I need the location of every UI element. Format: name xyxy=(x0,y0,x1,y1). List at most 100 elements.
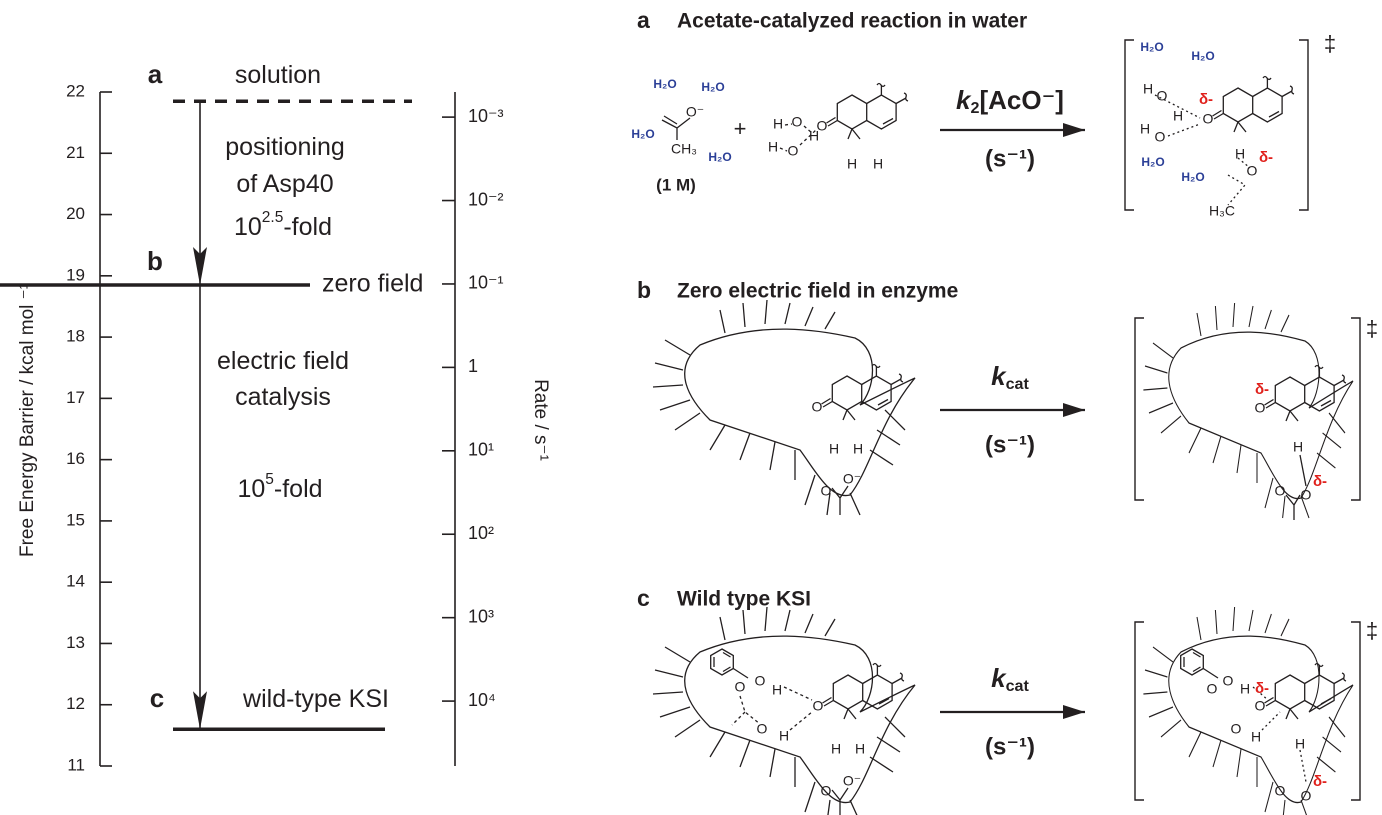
atom-label: O xyxy=(1255,400,1266,416)
y-tick-label: 11 xyxy=(67,755,85,774)
panel-letter: c xyxy=(637,585,650,611)
atom-label: H xyxy=(847,156,857,172)
text-part: cat xyxy=(1006,677,1030,695)
phenol xyxy=(1181,649,1218,678)
atom-label: O xyxy=(1301,487,1312,503)
atom-label: H xyxy=(1173,108,1183,124)
atom-label: H xyxy=(1235,146,1245,162)
atom-label: O xyxy=(788,143,799,159)
molecule xyxy=(1265,664,1347,720)
phenol xyxy=(711,649,748,678)
y-tick-label: 18 xyxy=(66,327,85,346)
acetate xyxy=(832,788,848,815)
atom-label: O xyxy=(1203,111,1214,127)
transition-state-mark: ‡ xyxy=(1366,316,1378,341)
rate-units: (s⁻¹) xyxy=(985,431,1035,458)
y-tick-label: 22 xyxy=(66,81,85,100)
enzyme-pocket xyxy=(653,607,915,815)
y-tick-label: 16 xyxy=(66,449,85,468)
text-part: of Asp40 xyxy=(236,170,333,198)
atom-label: O xyxy=(1275,783,1286,799)
text-part: -fold xyxy=(274,475,323,503)
atom-label: H xyxy=(768,139,778,155)
atom-label: O xyxy=(1301,788,1312,804)
atom-label: H xyxy=(831,741,841,757)
atom-label: O xyxy=(755,673,766,689)
atom-label: H xyxy=(772,682,782,698)
molecule xyxy=(1265,366,1347,422)
molecule xyxy=(822,365,904,421)
level-name: wild-type KSI xyxy=(242,685,389,713)
text-part: 5 xyxy=(265,471,274,488)
annotation: 105-fold xyxy=(237,471,322,503)
atom-label: O xyxy=(1231,721,1242,737)
atom-label: O xyxy=(757,721,768,737)
y-tick-label: 20 xyxy=(66,204,85,223)
y2-tick-label: 10³ xyxy=(468,606,494,626)
atom-label: δ- xyxy=(1199,91,1213,108)
rate-units: (s⁻¹) xyxy=(985,733,1035,760)
bracket xyxy=(1351,622,1360,800)
y2-tick-label: 10⁴ xyxy=(468,690,496,710)
molecule xyxy=(827,84,909,140)
text-part: electric field xyxy=(217,347,349,375)
page-body: {"chart_data": { "type": "energy-levels"… xyxy=(0,0,1382,815)
atom-label: H₂O xyxy=(653,77,676,91)
atom-label: H₂O xyxy=(701,80,724,94)
bracket xyxy=(1135,622,1144,800)
text-part: [AcO⁻] xyxy=(979,85,1064,115)
rate-constant: kcat xyxy=(991,361,1029,393)
panel-title: Wild type KSI xyxy=(677,588,811,611)
rate-units: (s⁻¹) xyxy=(985,145,1035,172)
atom-label: H₂O xyxy=(708,150,731,164)
atom-label: H xyxy=(853,441,863,457)
y2-tick-label: 10⁻³ xyxy=(468,106,504,126)
y-tick-label: 15 xyxy=(66,510,85,529)
atom-label: O xyxy=(735,679,746,695)
y-tick-label: 19 xyxy=(66,265,85,284)
atom-label: H xyxy=(1143,81,1153,97)
atom-label: O xyxy=(812,399,823,415)
atom-label: H₂O xyxy=(1181,170,1204,184)
level-name: solution xyxy=(235,61,321,89)
panel-title: Acetate-catalyzed reaction in water xyxy=(677,10,1027,33)
atom-label: δ- xyxy=(1255,381,1269,398)
y-tick-label: 14 xyxy=(66,572,85,591)
annotation: electric field xyxy=(217,347,349,375)
enzyme-pocket xyxy=(653,300,915,515)
atom-label: H xyxy=(855,741,865,757)
y2-tick-label: 10² xyxy=(468,523,494,543)
text-part: 2 xyxy=(971,99,980,117)
atom-label: CH₃ xyxy=(671,141,697,157)
atom-label: O xyxy=(1207,681,1218,697)
atom-label: O xyxy=(1275,483,1286,499)
y-tick-label: 17 xyxy=(66,388,85,407)
atom-label: O xyxy=(813,698,824,714)
atom-label: O xyxy=(792,114,803,130)
atom-label: δ- xyxy=(1313,473,1327,490)
figure: 11121314151617181920212210⁻³10⁻²10⁻¹110¹… xyxy=(0,0,1382,815)
panel-letter: a xyxy=(637,7,650,33)
y2-tick-label: 10¹ xyxy=(468,440,494,460)
atom-label: δ- xyxy=(1313,773,1327,790)
text-part: 10 xyxy=(234,213,262,241)
atom-label: O xyxy=(1223,673,1234,689)
atom-label: H xyxy=(1293,439,1303,455)
y2-tick-label: 10⁻² xyxy=(468,189,504,209)
annotation: catalysis xyxy=(235,383,331,411)
transition-state-mark: ‡ xyxy=(1324,31,1336,56)
y-tick-label: 13 xyxy=(66,633,85,652)
atom-label: H₂O xyxy=(1141,155,1164,169)
atom-label: H₂O xyxy=(1191,49,1214,63)
level-letter: c xyxy=(150,683,164,713)
atom-label: H xyxy=(1240,681,1250,697)
text-part: positioning xyxy=(225,133,345,161)
atom-label: δ- xyxy=(1259,149,1273,166)
bracket xyxy=(1125,40,1134,210)
atom-label: O xyxy=(1247,163,1258,179)
bracket xyxy=(1351,318,1360,500)
y2-tick-label: 10⁻¹ xyxy=(468,273,504,293)
atom-label: O⁻ xyxy=(843,471,861,487)
y2-axis-label: Rate / s⁻¹ xyxy=(530,379,551,461)
atom-label: O xyxy=(821,783,832,799)
